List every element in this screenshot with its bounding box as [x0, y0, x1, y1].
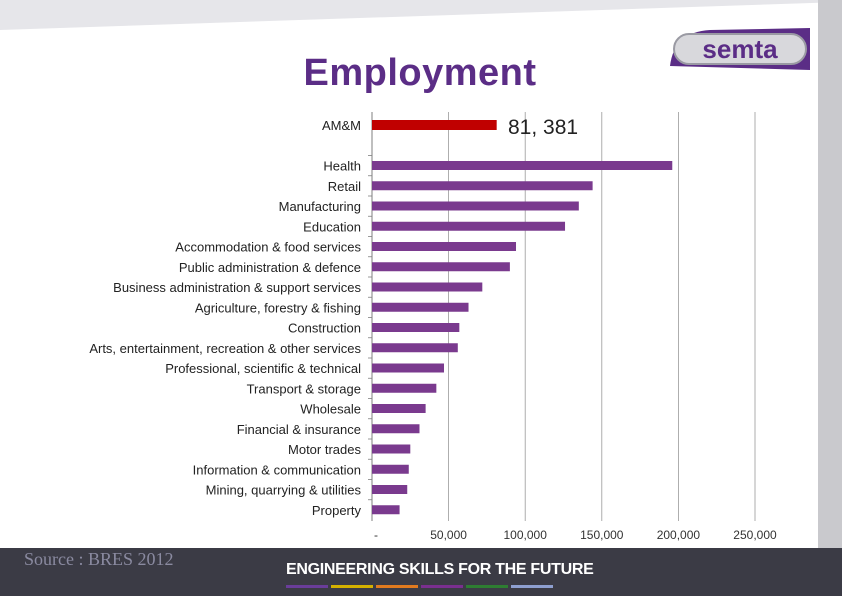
color-stripe [376, 585, 418, 588]
tagline: ENGINEERING SKILLS FOR THE FUTURE [286, 561, 594, 578]
bar [372, 404, 426, 413]
semta-logo: semta [670, 28, 810, 70]
category-label: Transport & storage [247, 381, 361, 396]
category-label: Education [303, 219, 361, 234]
category-label: Motor trades [288, 442, 361, 457]
x-tick-label: 100,000 [504, 528, 548, 542]
category-label: Mining, quarrying & utilities [206, 483, 362, 498]
bar [372, 363, 445, 373]
highlight-bar [372, 120, 497, 130]
category-label: Professional, scientific & technical [165, 361, 361, 376]
category-label: Retail [328, 179, 361, 194]
x-tick-label: 250,000 [733, 528, 777, 542]
bar [372, 302, 469, 312]
color-stripe [286, 585, 328, 588]
x-tick-label: 50,000 [430, 528, 467, 542]
category-label: Property [312, 503, 362, 518]
x-tick-label: 150,000 [580, 528, 624, 542]
bar [372, 201, 579, 211]
category-label: Arts, entertainment, recreation & other … [89, 341, 361, 356]
employment-bar-chart: AM&M 81, 381 Health Retail Manufacturing Educ… [89, 112, 777, 542]
color-stripe [466, 585, 508, 588]
bar [372, 464, 409, 474]
highlight-category-label: AM&M [322, 118, 361, 133]
bar [372, 323, 460, 332]
bar [372, 505, 400, 515]
category-label: Public administration & defence [179, 260, 361, 275]
source-note: Source : BRES 2012 [24, 549, 174, 569]
category-label: Agriculture, forestry & fishing [195, 300, 361, 315]
category-label: Business administration & support servic… [113, 280, 361, 295]
bar [372, 485, 408, 494]
color-stripe [421, 585, 463, 588]
bar [372, 262, 510, 272]
x-tick-label: - [374, 528, 378, 542]
bar [372, 343, 458, 353]
bar [372, 383, 437, 393]
logo-text: semta [702, 34, 778, 64]
category-label: Financial & insurance [237, 422, 361, 437]
category-label: Construction [288, 321, 361, 336]
page-title: Employment [303, 52, 537, 94]
category-label: Accommodation & food services [175, 240, 361, 255]
category-label: Health [323, 159, 361, 174]
color-stripes [286, 585, 553, 588]
bar [372, 221, 566, 231]
color-stripe [331, 585, 373, 588]
bar [372, 424, 420, 434]
bar [372, 444, 411, 454]
category-label: Wholesale [300, 402, 361, 417]
highlight-value-label: 81, 381 [508, 116, 578, 139]
category-label: Manufacturing [279, 199, 361, 214]
color-stripe [511, 585, 553, 588]
bar [372, 161, 673, 170]
bar [372, 181, 593, 191]
header-band [0, 0, 842, 30]
right-edge-band [818, 0, 842, 596]
x-tick-label: 200,000 [657, 528, 701, 542]
bar [372, 282, 483, 292]
bar [372, 242, 517, 251]
category-label: Information & communication [193, 462, 361, 477]
